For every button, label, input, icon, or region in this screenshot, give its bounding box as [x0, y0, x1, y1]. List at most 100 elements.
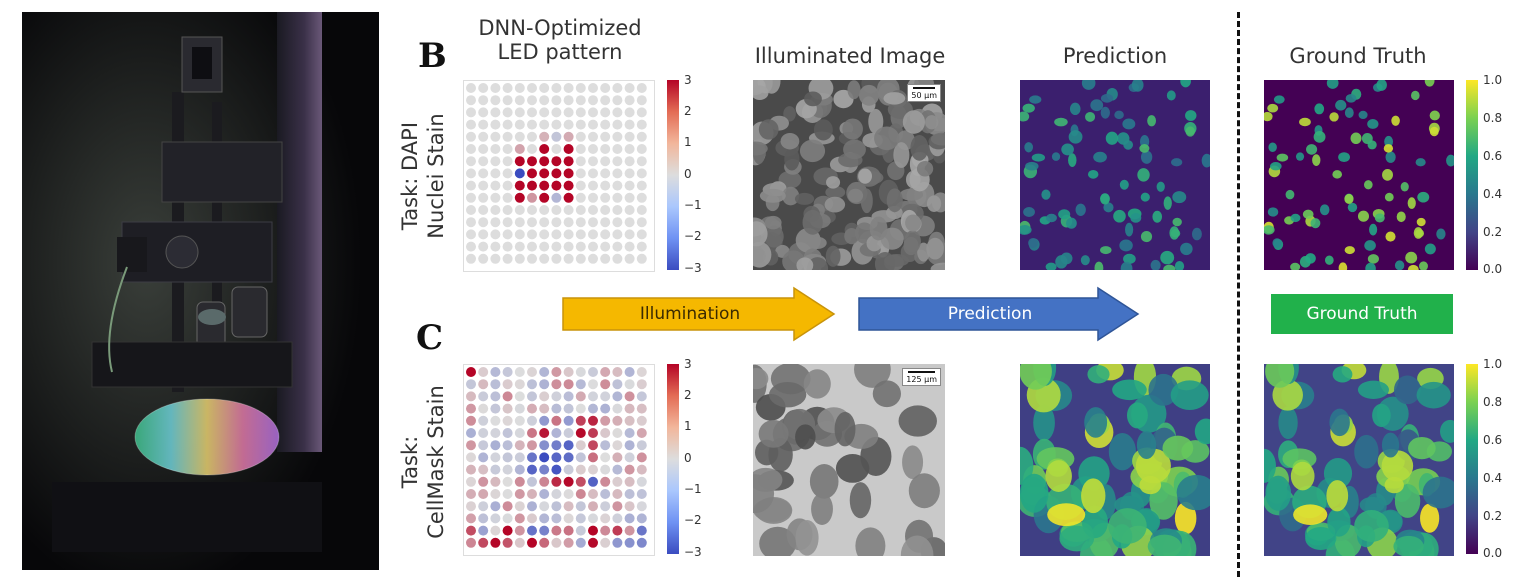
led-dot	[466, 403, 476, 414]
led-dot	[575, 95, 586, 106]
led-dot	[636, 428, 647, 438]
illuminated-image-b: 50 μm	[753, 80, 945, 270]
led-dot	[575, 241, 586, 252]
led-dot	[624, 217, 635, 228]
led-dot	[575, 144, 586, 154]
led-dot	[478, 452, 489, 463]
led-dot	[636, 95, 647, 106]
led-dot	[563, 253, 574, 264]
led-dot	[502, 379, 513, 390]
led-dot	[575, 217, 586, 228]
led-dot	[466, 452, 476, 463]
led-dot	[600, 107, 611, 118]
led-dot	[575, 107, 586, 118]
led-dot	[563, 168, 574, 179]
led-dot	[502, 525, 513, 536]
led-dot	[636, 168, 647, 179]
led-dot	[624, 513, 635, 524]
led-dot	[466, 107, 476, 118]
led-dot	[466, 156, 476, 167]
led-dot	[624, 229, 635, 240]
led-dot	[600, 95, 611, 106]
led-dot	[551, 168, 562, 179]
led-dot	[575, 131, 586, 142]
led-dot	[490, 107, 501, 118]
led-dot	[624, 464, 635, 475]
led-dot	[588, 241, 598, 252]
led-dot	[624, 379, 635, 390]
led-dot	[600, 205, 611, 215]
led-dot	[588, 415, 598, 426]
led-dot	[527, 428, 537, 438]
led-dot	[490, 464, 501, 475]
led-dot	[563, 144, 574, 154]
led-dot	[563, 537, 574, 548]
led-dot	[514, 180, 525, 191]
led-dot	[514, 403, 525, 414]
led-dot	[612, 452, 623, 463]
led-dot	[600, 403, 611, 414]
led-dot	[563, 501, 574, 512]
led-dot	[466, 440, 476, 451]
scale-bar-b: 50 μm	[907, 84, 941, 102]
task-label-c-line2: CellMask Stain	[424, 385, 448, 539]
led-dot	[514, 464, 525, 475]
cb-tick: −3	[684, 261, 702, 275]
cb-tick: −3	[684, 545, 702, 559]
led-dot	[624, 537, 635, 548]
led-dot	[551, 476, 562, 487]
led-dot	[539, 501, 550, 512]
led-dot	[514, 501, 525, 512]
led-dot	[490, 229, 501, 240]
led-dot	[478, 489, 489, 499]
cb-tick: 2	[684, 388, 692, 402]
cb-tick: −2	[684, 229, 702, 243]
led-dot	[551, 241, 562, 252]
cb-tick: 3	[684, 357, 692, 371]
led-dot	[466, 428, 476, 438]
led-dot	[600, 83, 611, 93]
led-dot	[478, 501, 489, 512]
led-dot	[588, 253, 598, 264]
led-dot	[490, 403, 501, 414]
led-colorbar-c-ticks: 3 2 1 0 −1 −2 −3	[684, 358, 714, 558]
led-dot	[624, 107, 635, 118]
panel-letter-c: C	[416, 318, 444, 358]
led-dot	[636, 489, 647, 499]
illuminated-image-c: 125 μm	[753, 364, 945, 556]
led-dot	[624, 489, 635, 499]
led-dot	[636, 379, 647, 390]
led-dot	[502, 95, 513, 106]
led-dot	[624, 180, 635, 191]
led-dot	[502, 513, 513, 524]
led-dot	[636, 131, 647, 142]
led-dot	[600, 428, 611, 438]
led-dot	[636, 525, 647, 536]
led-dot	[551, 253, 562, 264]
led-dot	[478, 241, 489, 252]
cb-tick: 0.4	[1483, 187, 1503, 201]
led-dot	[624, 525, 635, 536]
led-dot	[636, 476, 647, 487]
led-dot	[539, 253, 550, 264]
led-dot	[588, 403, 598, 414]
led-dot	[490, 476, 501, 487]
led-dot	[502, 489, 513, 499]
dashed-divider	[1237, 12, 1240, 577]
led-dot	[478, 217, 489, 228]
led-dot	[551, 379, 562, 390]
led-dot	[612, 379, 623, 390]
led-dot	[502, 180, 513, 191]
led-dot	[575, 367, 586, 377]
led-dot	[624, 440, 635, 451]
led-dot	[539, 83, 550, 93]
led-dot	[539, 144, 550, 154]
led-dot	[527, 501, 537, 512]
led-dot	[624, 403, 635, 414]
led-dot	[514, 144, 525, 154]
led-dot	[612, 464, 623, 475]
led-dot	[551, 131, 562, 142]
led-dot	[478, 379, 489, 390]
led-colorbar-b	[667, 80, 679, 270]
task-label-c-line1: Task:	[398, 435, 422, 489]
